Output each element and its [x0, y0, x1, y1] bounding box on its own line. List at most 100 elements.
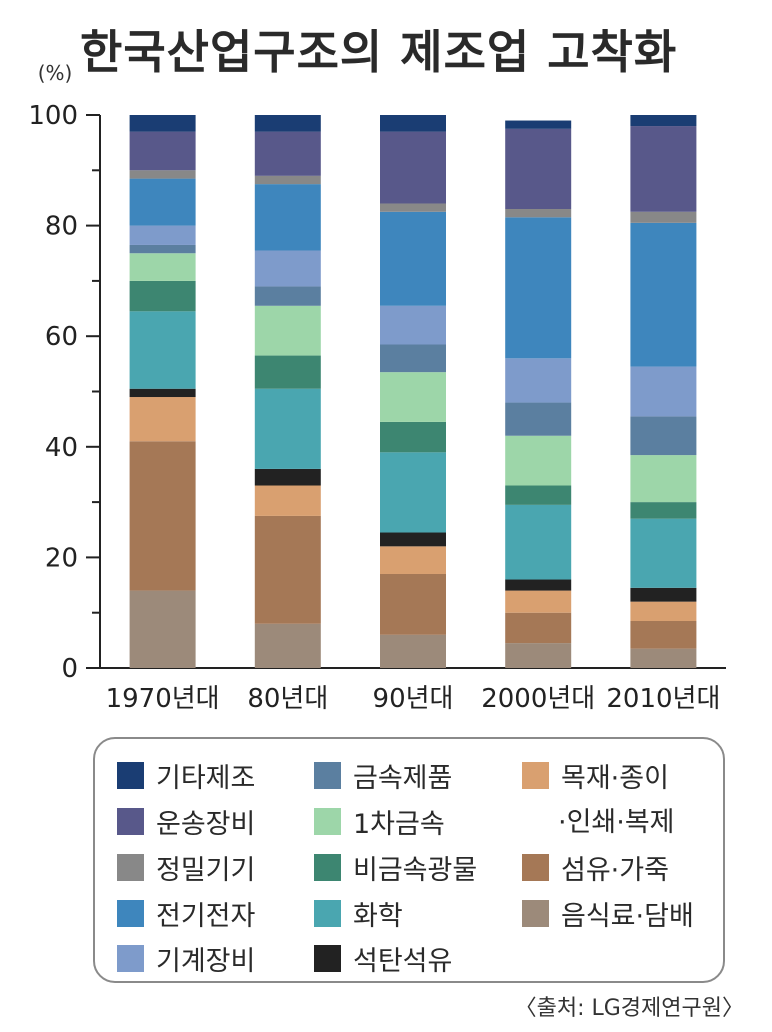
- bar-segment: [380, 305, 446, 345]
- bar-segment: [380, 634, 446, 668]
- legend-label: 기계장비: [156, 946, 256, 977]
- bar-segment: [254, 286, 321, 306]
- legend-label-continuation: ·인쇄·복제: [558, 807, 675, 838]
- x-tick-label: 1970년대: [106, 684, 220, 714]
- bar-segment: [129, 244, 196, 254]
- legend-swatch: [314, 900, 341, 927]
- legend-item-etc-manufacturing: 기타제조: [117, 756, 255, 795]
- legend-item-textiles-leather: 섬유·가죽: [522, 848, 669, 887]
- bars: [129, 115, 697, 668]
- bar-segment: [630, 601, 697, 621]
- x-axis-labels: 1970년대 80년대 90년대 2000년대 2010년대: [106, 684, 721, 714]
- legend-swatch: [117, 945, 144, 972]
- x-tick-label: 2010년대: [606, 684, 720, 714]
- bar-segment: [505, 358, 572, 403]
- bar-segment: [254, 115, 321, 132]
- legend-item-machinery: 기계장비: [117, 939, 255, 978]
- bar-segment: [129, 590, 196, 668]
- bar-segment: [129, 311, 196, 389]
- bar-segment: [129, 441, 196, 591]
- legend-swatch: [314, 762, 341, 789]
- bar-segment: [129, 280, 196, 312]
- bar-segment: [505, 209, 572, 218]
- bar-segment: [505, 402, 572, 436]
- x-tick-label: 90년대: [373, 684, 454, 714]
- legend-item-nonmetallic-minerals: 비금속광물: [314, 848, 477, 887]
- bar-segment: [254, 131, 321, 176]
- bar-segment: [505, 612, 572, 644]
- bar-segment: [380, 452, 446, 533]
- bar-segment: [505, 504, 572, 580]
- legend-item-wood-paper-printing: 목재·종이: [522, 756, 669, 795]
- bar-segment: [630, 126, 697, 212]
- bar-segment: [505, 590, 572, 613]
- legend-swatch: [117, 808, 144, 835]
- legend-swatch: [117, 854, 144, 881]
- bar-segment: [505, 485, 572, 505]
- source-credit: 〈출처: LG경제연구원〉: [514, 996, 744, 1021]
- bar-segment: [254, 515, 321, 624]
- bar-segment: [380, 421, 446, 453]
- legend-label: 섬유·가죽: [561, 855, 669, 886]
- bar-segment: [505, 435, 572, 486]
- bar-segment: [380, 372, 446, 422]
- bar-segment: [630, 518, 697, 588]
- y-unit-label: (%): [38, 61, 73, 85]
- y-tick-label: 60: [45, 322, 78, 352]
- bar-segment: [630, 211, 697, 223]
- legend-swatch: [117, 762, 144, 789]
- bar-segment: [129, 178, 196, 226]
- bar-segment: [129, 170, 196, 179]
- legend-swatch: [522, 854, 549, 881]
- legend-item-precision-instruments: 정밀기기: [117, 848, 255, 887]
- legend-label: 목재·종이: [561, 763, 669, 794]
- legend-item-transport-equipment: 운송장비: [117, 802, 255, 841]
- bar-segment: [129, 388, 196, 398]
- chart-title: 한국산업구조의 제조업 고착화: [80, 25, 678, 79]
- bar-segment: [630, 366, 697, 417]
- legend-label: 운송장비: [156, 809, 256, 840]
- bar-segment: [630, 222, 697, 367]
- bar-segment: [505, 128, 572, 210]
- legend-item-chemicals: 화학: [314, 894, 403, 933]
- bar-segment: [254, 250, 321, 287]
- legend-item-metal-products: 금속제품: [314, 756, 452, 795]
- bar-segment: [630, 502, 697, 519]
- bar-segment: [129, 225, 196, 245]
- bar-segment: [254, 485, 321, 516]
- bar-segment: [505, 120, 572, 129]
- bar-segment: [380, 546, 446, 574]
- y-tick-label: 20: [45, 543, 78, 573]
- bar-segment: [380, 211, 446, 306]
- bar-segment: [129, 253, 196, 281]
- x-tick-label: 2000년대: [481, 684, 595, 714]
- stacked-bar-chart: (%) 0 20 40 60 80 100 1970년대 80년대 90년대 2000년대 201…: [28, 61, 726, 714]
- bar-segment: [254, 468, 321, 486]
- bar-segment: [380, 344, 446, 373]
- legend-item-food-tobacco: 음식료·담배: [522, 894, 694, 933]
- legend-swatch: [117, 900, 144, 927]
- bar-segment: [254, 623, 321, 668]
- bar-segment: [380, 573, 446, 635]
- x-tick-label: 80년대: [247, 684, 328, 714]
- y-tick-label: 100: [28, 101, 78, 131]
- bar-segment: [254, 175, 321, 185]
- legend-label: 음식료·담배: [561, 901, 694, 932]
- bar-segment: [630, 455, 697, 503]
- bar-segment: [505, 643, 572, 668]
- bar-segment: [380, 131, 446, 204]
- legend-label: 비금속광물: [353, 855, 478, 886]
- legend-label: 전기전자: [156, 901, 256, 932]
- bar-segment: [254, 184, 321, 251]
- y-tick-label: 0: [61, 654, 78, 684]
- legend-label: 석탄석유: [353, 946, 453, 977]
- bar-segment: [380, 203, 446, 212]
- bar-segment: [630, 648, 697, 668]
- legend-item-primary-metals: 1차금속: [314, 802, 445, 841]
- legend-item-electronics: 전기전자: [117, 894, 255, 933]
- legend-swatch: [522, 762, 549, 789]
- bar-segment: [129, 131, 196, 171]
- legend-item-coal-petroleum: 석탄석유: [314, 939, 452, 978]
- legend-swatch: [314, 854, 341, 881]
- legend-label: 금속제품: [353, 763, 453, 794]
